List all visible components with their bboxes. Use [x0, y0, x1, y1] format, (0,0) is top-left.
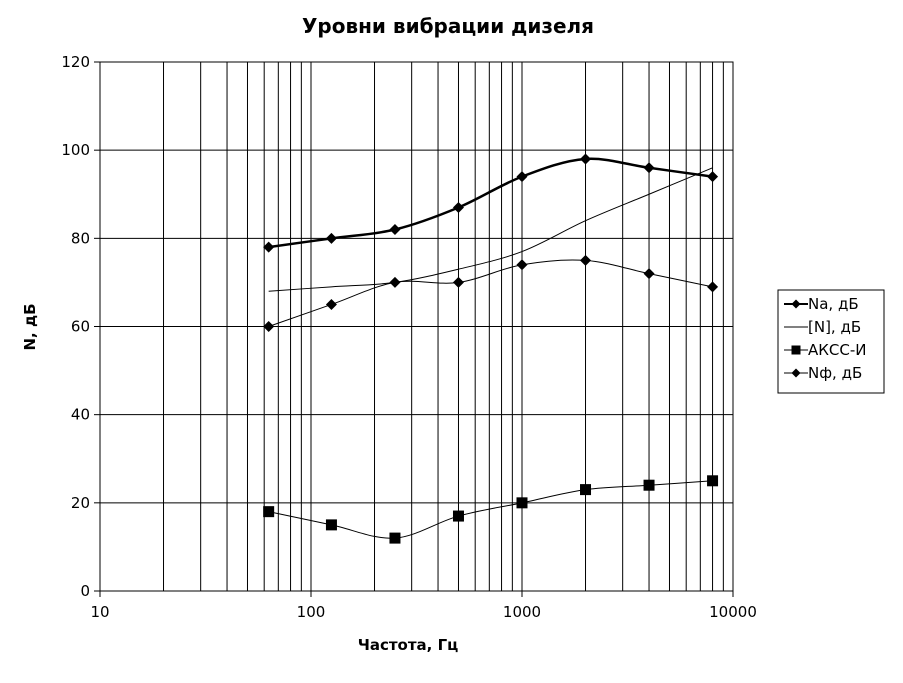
series-line: [268, 259, 713, 327]
data-point: [643, 162, 655, 174]
data-point: [325, 232, 337, 244]
data-point: [643, 479, 655, 491]
data-point: [580, 484, 592, 496]
legend-marker: [791, 368, 801, 378]
y-tick-label: 80: [71, 229, 90, 247]
legend-label: АКСС-И: [808, 341, 867, 359]
y-axis-ticks: 0 20 40 60 80 100 120: [61, 53, 100, 600]
x-tick-label: 1000: [503, 603, 541, 621]
data-point: [389, 224, 401, 236]
data-point: [452, 510, 464, 522]
y-axis-label: N, дБ: [21, 303, 39, 350]
legend-item: АКСС-И: [784, 341, 867, 359]
data-point: [707, 171, 719, 183]
legend-label: Nф, дБ: [808, 364, 862, 382]
series-layer: [263, 153, 719, 544]
y-tick-label: 100: [61, 141, 90, 159]
data-point: [325, 298, 337, 310]
data-point: [263, 506, 275, 518]
legend-label: [N], дБ: [808, 318, 861, 336]
series-2: [268, 167, 713, 292]
data-point: [263, 241, 275, 253]
x-axis-label: Частота, Гц: [358, 636, 459, 654]
series-line: [268, 157, 713, 249]
series-4: [263, 254, 719, 332]
data-point: [580, 153, 592, 165]
x-tick-label: 100: [297, 603, 326, 621]
y-tick-label: 120: [61, 53, 90, 71]
x-tick-label: 10: [90, 603, 109, 621]
series-1: [263, 153, 719, 253]
series-3: [263, 475, 719, 544]
y-tick-label: 60: [71, 318, 90, 336]
data-point: [263, 321, 275, 332]
data-point: [643, 268, 655, 280]
data-point: [389, 276, 401, 288]
data-point: [516, 497, 528, 509]
legend-label: Na, дБ: [808, 295, 859, 313]
data-point: [325, 519, 337, 531]
x-tick-label: 10000: [709, 603, 757, 621]
y-tick-label: 20: [71, 494, 90, 512]
y-tick-label: 0: [80, 582, 90, 600]
data-point: [452, 201, 464, 213]
chart-title: Уровни вибрации дизеля: [302, 14, 594, 38]
y-tick-label: 40: [71, 406, 90, 424]
grid: [100, 62, 733, 591]
series-line: [268, 167, 713, 292]
data-point: [707, 475, 719, 487]
legend-item: Nф, дБ: [784, 364, 862, 382]
legend: Na, дБ [N], дБ АКСС-И Nф, дБ: [777, 289, 885, 394]
data-point: [516, 259, 528, 271]
legend-marker: [791, 345, 801, 355]
legend-marker: [791, 299, 801, 309]
legend-item: [N], дБ: [784, 318, 861, 336]
data-point: [389, 532, 401, 544]
data-point: [516, 171, 528, 183]
data-point: [452, 276, 464, 288]
data-point: [707, 281, 719, 293]
legend-item: Na, дБ: [784, 295, 859, 313]
x-axis-ticks: 10 100 1000 10000: [90, 591, 757, 621]
data-point: [580, 254, 592, 266]
